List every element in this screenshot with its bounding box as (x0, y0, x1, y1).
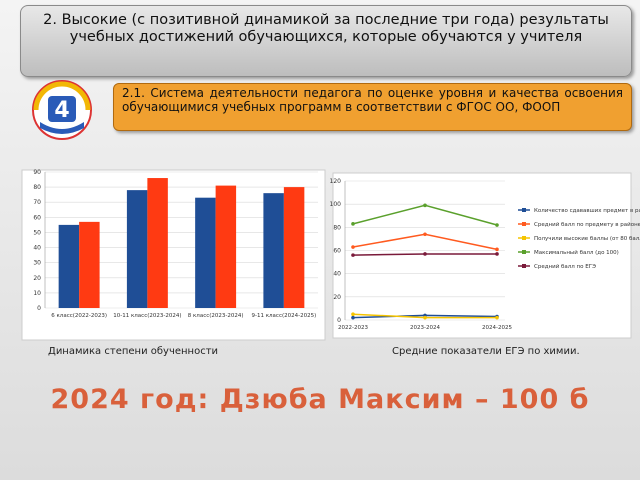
point (495, 223, 499, 227)
footer-text: 2024 год: Дзюба Максим – 100 б (50, 384, 590, 415)
x-tick-label: 9-11 класс(2024-2025) (251, 313, 316, 319)
legend-marker (522, 264, 526, 268)
y-tick-label: 40 (33, 245, 41, 252)
point (495, 252, 499, 256)
x-tick-label: 2023-2024 (410, 325, 440, 331)
bar (126, 190, 148, 308)
y-tick-label: 0 (37, 305, 41, 312)
legend-label: Средний балл по предмету в районе (534, 221, 640, 228)
y-tick-label: 80 (33, 184, 41, 191)
point (495, 315, 499, 320)
y-tick-label: 30 (33, 260, 41, 267)
y-tick-label: 70 (33, 199, 41, 206)
bar (283, 187, 305, 308)
y-tick-label: 10 (33, 290, 41, 297)
y-tick-label: 60 (333, 248, 341, 255)
x-tick-label: 8 класс(2023-2024) (188, 313, 244, 319)
point (351, 315, 355, 320)
y-tick-label: 50 (33, 229, 41, 236)
legend-marker (522, 222, 526, 226)
legend-label: Средний балл по ЕГЭ (534, 263, 596, 270)
point (423, 203, 427, 208)
header-title: 2. Высокие (с позитивной динамикой за по… (20, 5, 632, 77)
y-tick-label: 90 (33, 169, 41, 176)
legend-marker (522, 208, 526, 212)
bar (195, 197, 216, 308)
header-subtitle: 2.1. Система деятельности педагога по оц… (113, 83, 632, 131)
legend-marker (522, 250, 526, 254)
point (351, 222, 355, 226)
point (351, 245, 355, 249)
logo: 4 (32, 80, 92, 140)
bar (58, 224, 80, 308)
bar (79, 221, 100, 308)
legend-marker (522, 236, 526, 240)
y-tick-label: 60 (33, 214, 41, 221)
y-tick-label: 40 (333, 271, 341, 278)
y-tick-label: 120 (330, 178, 342, 185)
logo-number: 4 (54, 98, 69, 123)
x-tick-label: 2024-2025 (482, 325, 512, 331)
legend-label: Количество сдававших предмет в районе (534, 207, 640, 214)
point (423, 252, 427, 256)
bar (263, 193, 284, 308)
chart-caption: Средние показатели ЕГЭ по химии. (392, 346, 580, 357)
legend-label: Получили высокие баллы (от 80 баллов) (534, 236, 640, 242)
chart-panel (332, 172, 632, 339)
point (423, 315, 427, 320)
bar (215, 185, 237, 308)
y-tick-label: 80 (333, 224, 341, 231)
legend-label: Максимальный балл (до 100) (534, 249, 619, 256)
bar (147, 178, 168, 308)
point (423, 232, 427, 237)
y-tick-label: 100 (330, 201, 342, 208)
point (351, 253, 355, 257)
y-tick-label: 20 (333, 294, 341, 301)
y-tick-label: 0 (337, 317, 341, 324)
x-tick-label: 10-11 класс(2023-2024) (113, 313, 181, 319)
y-tick-label: 20 (33, 275, 41, 282)
x-tick-label: 2022-2023 (338, 325, 368, 331)
x-tick-label: 6 класс(2022-2023) (51, 313, 107, 319)
chart-caption: Динамика степени обученности (48, 346, 219, 357)
point (495, 247, 499, 252)
point (351, 312, 355, 317)
